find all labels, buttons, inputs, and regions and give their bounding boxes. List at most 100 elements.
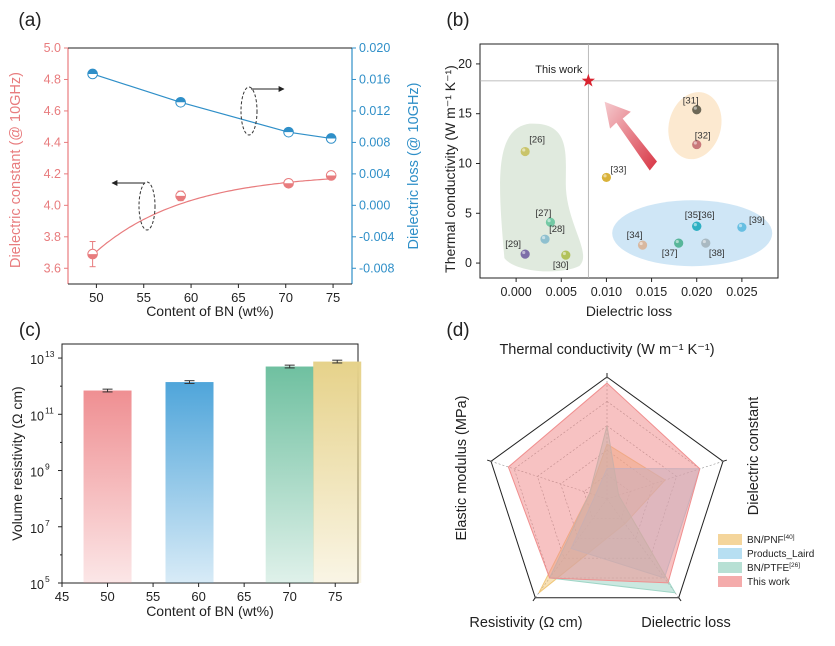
point-highlight: [693, 141, 697, 145]
point-highlight: [702, 239, 706, 244]
y-left-tick-label: 4.2: [44, 167, 61, 181]
panel-label: (b): [446, 10, 469, 31]
scatter-point: [737, 222, 747, 232]
legend-swatch: [718, 562, 742, 573]
y-tick-label: 10: [30, 409, 44, 423]
y-tick-label: 10: [458, 156, 472, 170]
dielectric-constant-fit-line: [92, 178, 332, 256]
y-left-tick-label: 4.4: [44, 135, 61, 149]
y-right-tick-label: -0.008: [359, 261, 394, 275]
x-tick-label: 0.025: [726, 285, 757, 299]
bar: [265, 366, 314, 583]
bar: [165, 382, 214, 583]
x-tick-label: 60: [191, 589, 205, 604]
x-tick-label: 0.000: [500, 285, 531, 299]
high-tc-region: [668, 92, 722, 160]
y-left-tick-label: 4.8: [44, 72, 61, 86]
point-label: [29]: [505, 239, 521, 250]
scatter-point: [701, 238, 711, 248]
point-label: [38]: [709, 248, 725, 259]
scatter-point: [540, 234, 550, 244]
dielectric-loss-point-fill: [283, 127, 294, 133]
dashed-ellipse: [240, 86, 258, 136]
x-tick-label: 65: [237, 589, 251, 604]
x-tick-label: 70: [278, 290, 292, 305]
dashed-ellipse: [138, 181, 156, 231]
x-tick-label: 65: [231, 290, 245, 305]
x-tick-label: 55: [136, 290, 150, 305]
x-tick-label: 75: [326, 290, 340, 305]
x-tick-label: 0.005: [546, 285, 577, 299]
dielectric-constant-point-fill: [87, 254, 98, 259]
panel-label: (d): [446, 320, 469, 341]
y-tick-label: 20: [458, 57, 472, 71]
x-tick-label: 75: [328, 589, 342, 604]
scatter-point: [674, 238, 684, 248]
radar-axis-label-thermal: Thermal conductivity (W m⁻¹ K⁻¹): [499, 342, 714, 358]
y-tick-label: 10: [30, 466, 44, 480]
y-left-tick-label: 4.0: [44, 198, 61, 212]
y-tick-exponent: 13: [45, 349, 55, 359]
high-loss-region: [612, 200, 773, 267]
point-label: [37]: [662, 248, 678, 259]
radar-axis-label-resistivity: Resistivity (Ω cm): [469, 615, 582, 631]
point-highlight: [639, 241, 643, 246]
legend-superscript: [26]: [789, 562, 800, 569]
y-right-axis-label: Dielectric loss (@ 10GHz): [406, 83, 422, 250]
y-right-tick-label: 0.016: [359, 72, 390, 86]
point-highlight: [522, 148, 526, 152]
bar: [83, 390, 132, 583]
legend-label: Products_Laird: [747, 549, 814, 560]
dielectric-loss-point-fill: [326, 133, 336, 139]
y-tick-label: 15: [458, 107, 472, 121]
radar-axis-tick: [722, 459, 727, 462]
radar-axis-tick: [532, 597, 536, 602]
point-highlight: [738, 224, 743, 228]
y-right-tick-label: 0.020: [359, 41, 390, 55]
dielectric-constant-point-fill: [175, 195, 186, 201]
y-right-tick-label: 0.004: [359, 167, 390, 181]
x-axis-label: Content of BN (wt%): [146, 603, 274, 619]
point-label: [26]: [529, 135, 545, 146]
trend-arrow: [604, 101, 657, 171]
scatter-point: [520, 249, 530, 259]
low-loss-region: [500, 123, 584, 272]
panel-b: 0.000 0.005 0.010 0.015 0.020 0.025 0 5 10 15 20 Di…: [442, 43, 779, 319]
radar-series-3: [507, 382, 701, 584]
y-tick-label: 10: [30, 353, 44, 367]
x-tick-label: 50: [100, 589, 114, 604]
dielectric-constant-point-fill: [283, 183, 294, 189]
x-tick-label: 60: [184, 290, 198, 305]
point-highlight: [603, 174, 607, 178]
x-tick-label: 0.015: [636, 285, 667, 299]
point-label: [30]: [553, 260, 569, 271]
legend-label: This work: [747, 577, 791, 588]
y-tick-label: 10: [30, 578, 44, 592]
point-label: [39]: [749, 215, 765, 226]
dielectric-loss-line: [92, 73, 332, 140]
point-label: [35]: [685, 210, 701, 221]
point-label: [33]: [610, 164, 626, 175]
radar-axis-tick: [487, 459, 492, 462]
x-axis-label: Content of BN (wt%): [146, 303, 274, 319]
y-right-tick-label: 0.012: [359, 104, 390, 118]
y-tick-exponent: 7: [45, 518, 50, 528]
point-highlight: [547, 219, 551, 223]
point-highlight: [693, 106, 697, 110]
point-label: [34]: [627, 230, 643, 241]
legend-name: BN/PNF: [747, 535, 784, 546]
point-label: [27]: [536, 208, 552, 219]
legend-swatch: [718, 534, 742, 545]
legend-name: Products_Laird: [747, 549, 814, 560]
y-left-tick-label: 5.0: [44, 41, 61, 55]
y-tick-exponent: 5: [45, 574, 50, 584]
legend-swatch: [718, 548, 742, 559]
legend-name: This work: [747, 577, 791, 588]
radar-axis-label-dielectric-constant: Dielectric constant: [746, 397, 762, 515]
y-right-tick-label: 0.008: [359, 135, 390, 149]
x-axis-label: Dielectric loss: [586, 303, 672, 319]
legend-label: BN/PNF[40]: [747, 534, 795, 546]
this-work-label: This work: [535, 64, 583, 76]
y-right-tick-label: -0.004: [359, 230, 394, 244]
